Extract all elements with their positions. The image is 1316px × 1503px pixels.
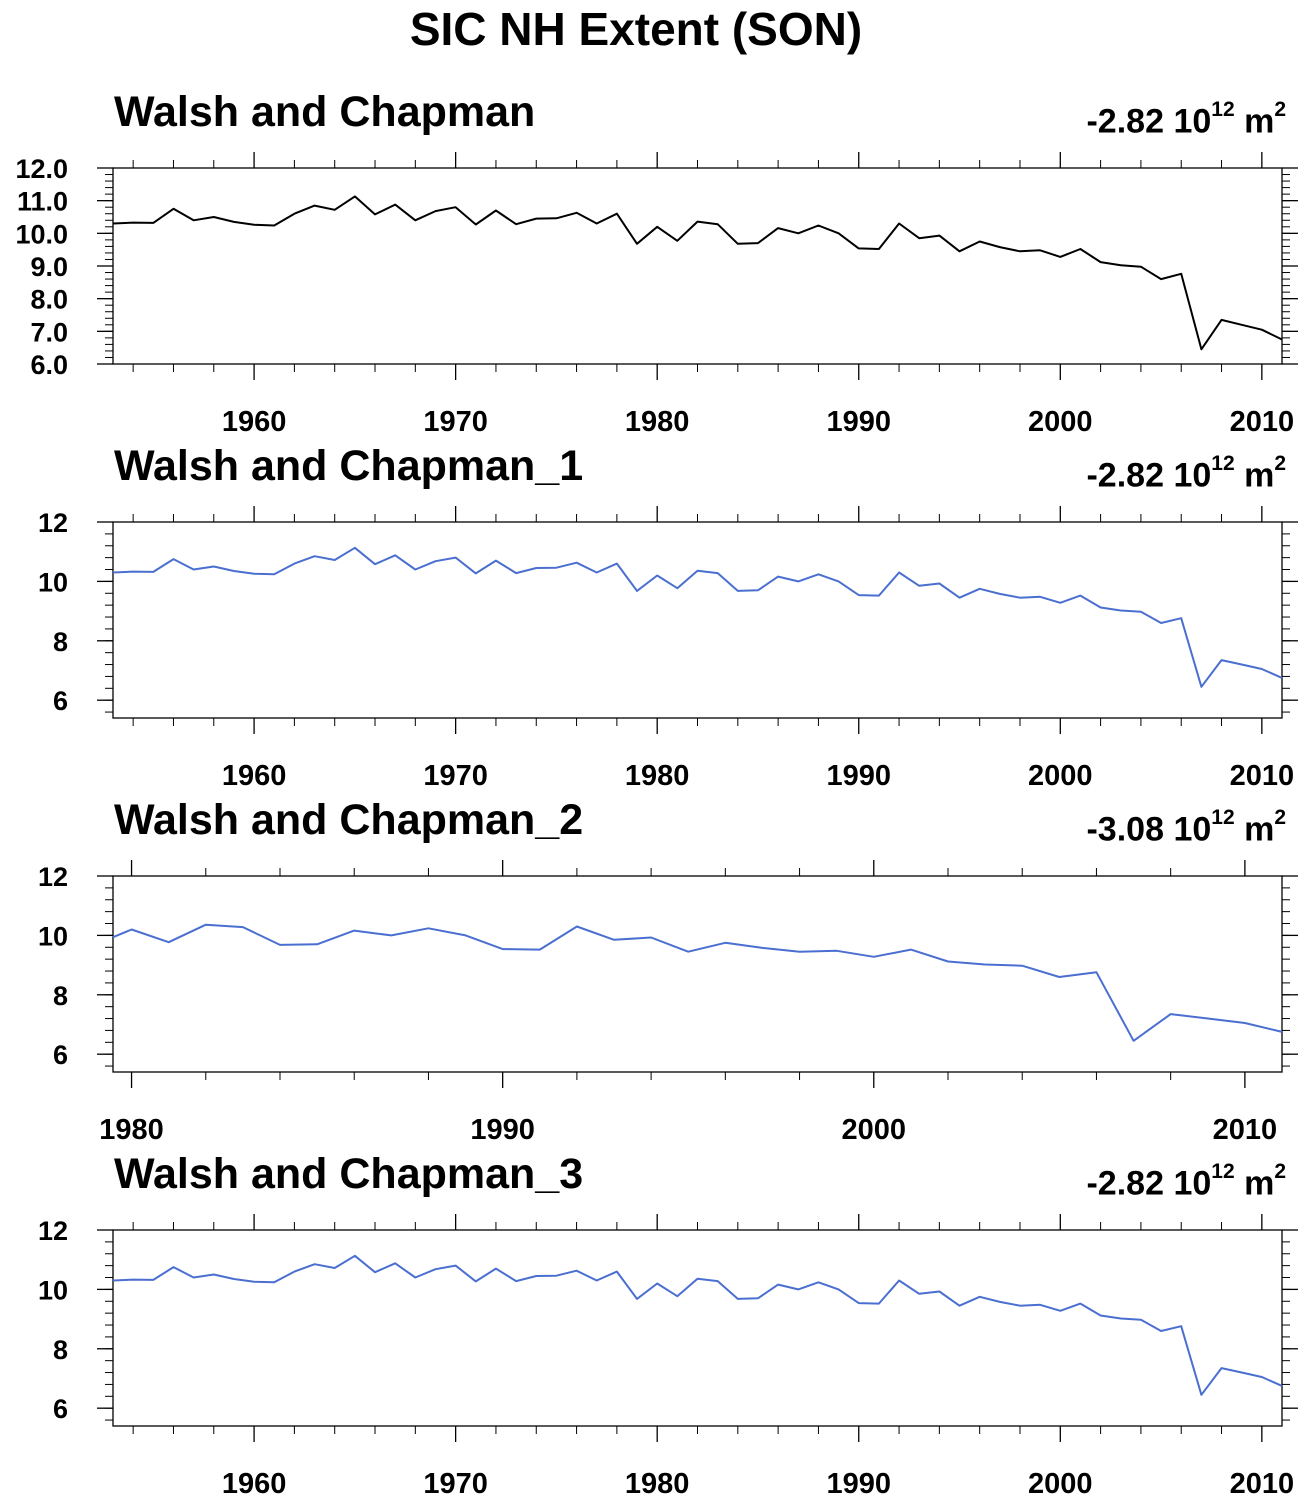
- trend-value: -2.82: [1086, 456, 1164, 495]
- x-tick-label: 1980: [625, 760, 690, 792]
- trend-unit-exponent: 2: [1274, 1160, 1286, 1183]
- panel-title: Walsh and Chapman_1: [114, 442, 584, 490]
- figure-title: SIC NH Extent (SON): [409, 3, 863, 55]
- series-line: [112, 195, 1283, 351]
- y-tick-label: 8: [53, 1335, 68, 1365]
- trend-unit-exponent: 2: [1274, 806, 1286, 829]
- trend-value: -3.08: [1086, 810, 1164, 849]
- trend-unit: m: [1244, 102, 1275, 141]
- x-tick-label: 1970: [423, 760, 488, 792]
- x-tick-label: 1990: [470, 1114, 535, 1146]
- panel-title: Walsh and Chapman: [114, 88, 536, 136]
- trend-unit: m: [1244, 810, 1275, 849]
- chart-panel-1: Walsh and Chapman -2.82 1012 m2 1960 1970…: [0, 88, 1316, 438]
- x-tick-label: 2000: [1028, 1468, 1093, 1500]
- trend-annotation: -3.08 1012 m2: [1086, 806, 1286, 849]
- trend-unit: m: [1244, 456, 1275, 495]
- trend-base: 10: [1173, 1164, 1212, 1203]
- x-tick-label: 2000: [842, 1114, 907, 1146]
- plot-frame: [112, 875, 1283, 1073]
- line-chart-4: 1960 1970 1980 1990 2000 2010 6 8 10 12: [38, 1214, 1298, 1500]
- series-line: [112, 923, 1283, 1042]
- y-tick-label: 10: [38, 921, 68, 951]
- line-chart-2: 1960 1970 1980 1990 2000 2010 6 8 10 12: [38, 506, 1298, 792]
- y-tick-label: 8.0: [30, 285, 68, 315]
- x-tick-label: 1960: [222, 1468, 287, 1500]
- chart-panel-2: Walsh and Chapman_1 -2.82 1012 m2 1960 19…: [0, 442, 1316, 792]
- trend-value: -2.82: [1086, 102, 1164, 141]
- y-tick-label: 12: [38, 508, 68, 538]
- y-tick-label: 6: [53, 1040, 68, 1070]
- trend-exponent: 12: [1211, 806, 1235, 829]
- line-chart-3: 1980 1990 2000 2010 6 8 10 12: [38, 860, 1298, 1146]
- x-tick-label: 2010: [1230, 406, 1295, 438]
- x-tick-label: 2010: [1230, 760, 1295, 792]
- y-tick-label: 10: [38, 1275, 68, 1305]
- y-tick-label: 12: [38, 1216, 68, 1246]
- x-tick-label: 1980: [625, 406, 690, 438]
- plot-frame: [112, 521, 1283, 719]
- trend-base: 10: [1173, 102, 1212, 141]
- y-tick-label: 8: [53, 627, 68, 657]
- x-tick-label: 2000: [1028, 760, 1093, 792]
- x-tick-label: 1960: [222, 406, 287, 438]
- x-tick-label: 2000: [1028, 406, 1093, 438]
- y-tick-label: 9.0: [30, 252, 68, 282]
- series-line: [112, 546, 1283, 688]
- x-tick-label: 1970: [423, 406, 488, 438]
- trend-exponent: 12: [1211, 452, 1235, 475]
- y-tick-label: 12: [38, 862, 68, 892]
- y-tick-label: 7.0: [30, 317, 68, 347]
- chart-panel-3: Walsh and Chapman_2 -3.08 1012 m2 1980 19…: [0, 796, 1316, 1146]
- trend-annotation: -2.82 1012 m2: [1086, 98, 1286, 141]
- trend-unit: m: [1244, 1164, 1275, 1203]
- trend-unit-exponent: 2: [1274, 452, 1286, 475]
- trend-annotation: -2.82 1012 m2: [1086, 1160, 1286, 1203]
- trend-base: 10: [1173, 810, 1212, 849]
- panel-title: Walsh and Chapman_3: [114, 1150, 584, 1198]
- plot-frame: [112, 167, 1283, 365]
- x-tick-label: 1990: [826, 760, 891, 792]
- trend-exponent: 12: [1211, 1160, 1235, 1183]
- y-tick-label: 10.0: [15, 219, 68, 249]
- chart-panel-4: Walsh and Chapman_3 -2.82 1012 m2 1960 19…: [0, 1150, 1316, 1500]
- y-tick-label: 10: [38, 567, 68, 597]
- x-tick-label: 2010: [1213, 1114, 1278, 1146]
- x-tick-label: 1990: [826, 406, 891, 438]
- x-tick-label: 1970: [423, 1468, 488, 1500]
- x-tick-label: 1960: [222, 760, 287, 792]
- plot-frame: [112, 1229, 1283, 1427]
- trend-annotation: -2.82 1012 m2: [1086, 452, 1286, 495]
- x-tick-label: 1980: [625, 1468, 690, 1500]
- y-tick-label: 6: [53, 686, 68, 716]
- y-tick-label: 12.0: [15, 154, 68, 184]
- y-tick-label: 8: [53, 981, 68, 1011]
- x-tick-label: 1980: [99, 1114, 164, 1146]
- line-chart-1: 1960 1970 1980 1990 2000 2010 6.07.08.09.010.0…: [15, 152, 1298, 438]
- x-tick-label: 1990: [826, 1468, 891, 1500]
- series-line: [112, 1254, 1283, 1396]
- y-tick-label: 11.0: [17, 187, 68, 217]
- panel-title: Walsh and Chapman_2: [114, 796, 584, 844]
- trend-exponent: 12: [1211, 98, 1235, 121]
- y-tick-label: 6.0: [30, 350, 68, 380]
- trend-base: 10: [1173, 456, 1212, 495]
- y-tick-label: 6: [53, 1394, 68, 1424]
- trend-unit-exponent: 2: [1274, 98, 1286, 121]
- trend-value: -2.82: [1086, 1164, 1164, 1203]
- x-tick-label: 2010: [1230, 1468, 1295, 1500]
